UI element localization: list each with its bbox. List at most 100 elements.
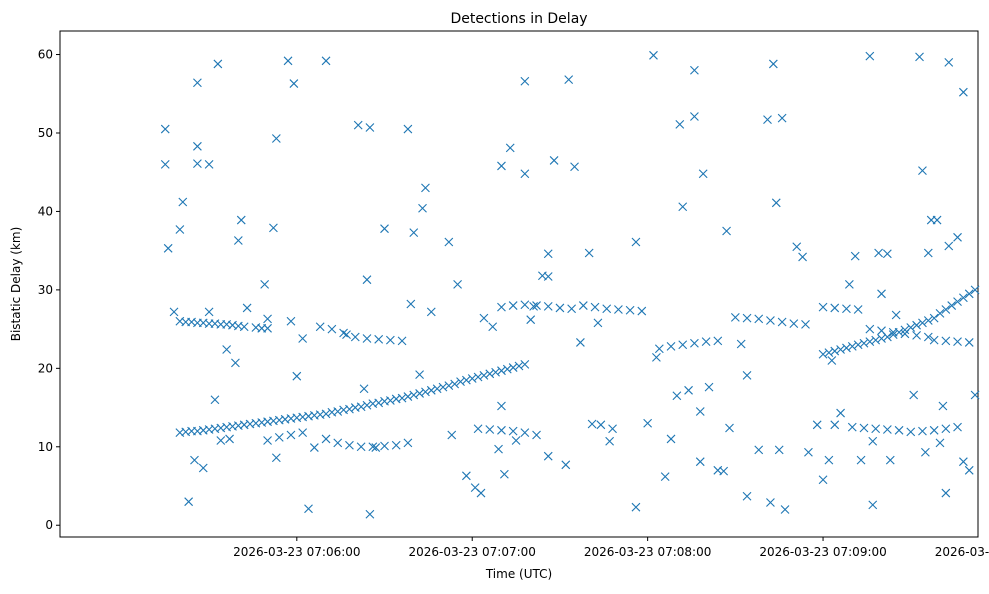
data-point-marker [263,323,272,333]
data-point-marker [520,76,530,86]
data-point-marker [479,313,489,323]
data-point-marker [923,332,933,342]
data-point-marker [675,119,685,129]
data-points [160,50,980,519]
x-tick-label: 2026-03-23 07:09:00 [759,545,886,559]
data-point-marker [567,304,577,314]
data-point-marker [695,407,705,416]
data-point-marker [964,465,974,475]
data-point-marker [184,497,194,507]
data-point-marker [704,382,714,392]
data-point-marker [695,457,705,467]
data-point-marker [824,348,834,358]
data-point-marker [321,434,331,444]
data-point-marker [804,447,813,457]
data-point-marker [842,343,851,353]
data-point-marker [380,224,389,234]
data-point-marker [912,330,921,340]
data-point-marker [900,325,910,335]
data-point-marker [543,451,553,461]
data-point-marker [263,436,272,445]
data-point-marker [327,324,337,334]
data-point-marker [824,455,834,465]
data-point-marker [798,252,807,262]
data-point-marker [453,280,462,289]
data-point-marker [198,463,208,473]
data-point-marker [292,371,302,381]
data-point-marker [909,390,919,400]
data-point-marker [497,366,506,376]
data-point-marker [929,425,939,435]
data-point-marker [485,425,495,434]
data-point-marker [812,420,822,430]
data-point-marker [654,344,664,354]
data-point-marker [614,305,623,314]
data-point-marker [818,475,828,485]
data-point-marker [842,304,851,314]
data-point-marker [649,50,658,60]
data-point-marker [532,301,541,310]
data-point-marker [447,430,457,440]
data-point-marker [508,363,518,372]
data-point-marker [353,120,363,130]
data-point-marker [853,305,863,314]
data-point-marker [690,65,699,75]
data-point-marker [345,404,354,414]
data-point-marker [345,440,354,450]
data-point-marker [792,242,802,252]
data-point-marker [333,407,343,416]
data-point-marker [362,400,372,410]
data-point-marker [900,329,910,339]
data-point-marker [596,420,606,430]
y-tick-label: 20 [38,361,53,375]
data-point-marker [494,444,503,454]
data-point-marker [555,303,565,313]
data-point-marker [204,307,214,317]
data-point-marker [958,87,968,97]
data-point-marker [885,455,895,465]
data-point-marker [923,248,933,258]
data-point-marker [865,51,875,61]
data-point-marker [754,314,764,324]
data-point-marker [485,369,495,379]
data-point-marker [780,505,790,514]
data-point-marker [286,316,296,326]
data-point-marker [380,441,389,451]
data-point-marker [505,143,515,153]
data-point-marker [625,305,635,315]
data-point-marker [356,402,366,412]
x-tick-label: 2026-03-23 07:06:00 [233,545,360,559]
data-point-marker [397,393,407,403]
data-point-marker [415,370,424,379]
x-tick-label: 2026-03-23 07:07:00 [408,545,535,559]
data-point-marker [213,59,223,69]
data-point-marker [415,389,424,398]
data-point-marker [929,313,939,323]
data-point-marker [850,251,860,261]
data-point-marker [549,156,559,165]
data-point-marker [304,504,313,514]
data-point-marker [543,249,553,259]
data-point-marker [497,401,506,411]
data-point-marker [409,390,419,400]
data-point-marker [508,301,518,310]
data-point-marker [836,408,845,418]
data-point-marker [461,375,471,385]
data-point-marker [479,371,489,380]
data-point-marker [333,438,343,448]
data-point-marker [777,113,787,123]
data-point-marker [426,385,436,395]
data-point-marker [725,423,734,433]
data-point-marker [719,466,729,476]
data-point-marker [403,438,413,448]
data-point-marker [438,382,448,392]
data-point-marker [847,422,857,432]
data-point-marker [853,340,863,350]
data-point-marker [742,371,752,380]
data-point-marker [298,428,308,438]
data-point-marker [204,159,214,169]
data-point-marker [576,338,585,347]
data-point-marker [561,460,571,470]
data-point-marker [593,318,603,328]
data-point-marker [964,338,974,347]
